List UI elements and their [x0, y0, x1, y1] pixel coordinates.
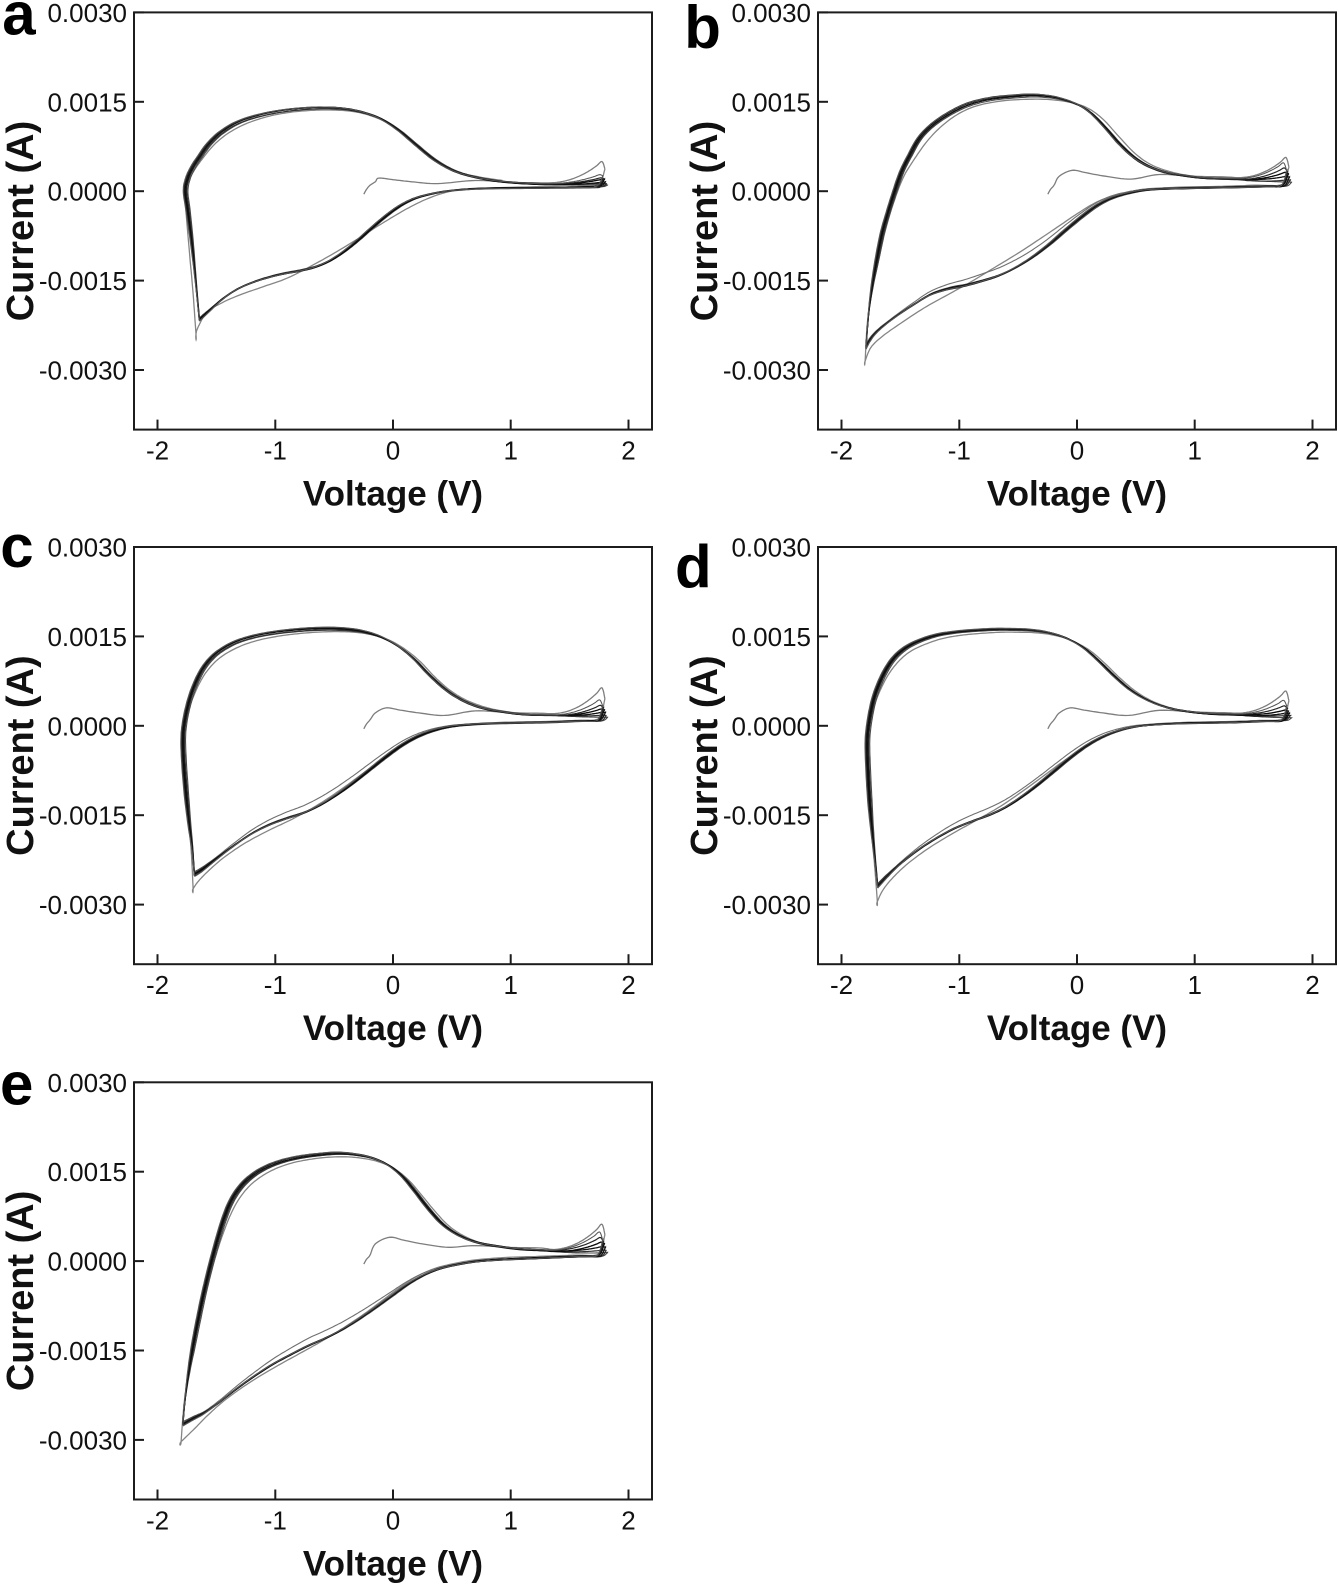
svg-text:0: 0	[386, 970, 400, 1000]
svg-text:-0.0030: -0.0030	[723, 890, 811, 920]
svg-text:-0.0030: -0.0030	[39, 356, 127, 386]
svg-text:1: 1	[1187, 970, 1201, 1000]
svg-text:0.0030: 0.0030	[47, 1068, 127, 1098]
svg-text:0.0015: 0.0015	[731, 87, 811, 117]
svg-text:1: 1	[503, 436, 517, 466]
svg-text:-1: -1	[948, 436, 971, 466]
svg-text:0.0000: 0.0000	[47, 1247, 127, 1277]
svg-text:0.0015: 0.0015	[47, 87, 127, 117]
svg-text:0: 0	[386, 436, 400, 466]
svg-text:0.0015: 0.0015	[47, 622, 127, 652]
svg-text:b: b	[684, 0, 721, 61]
svg-text:-0.0015: -0.0015	[723, 266, 811, 296]
svg-text:Current (A): Current (A)	[0, 1191, 42, 1392]
svg-text:-1: -1	[264, 1506, 287, 1536]
svg-text:Voltage (V): Voltage (V)	[987, 475, 1167, 514]
svg-text:-1: -1	[264, 970, 287, 1000]
svg-text:0: 0	[1070, 970, 1084, 1000]
svg-text:1: 1	[503, 1506, 517, 1536]
svg-text:2: 2	[621, 970, 635, 1000]
svg-text:0.0000: 0.0000	[47, 711, 127, 741]
svg-text:0.0030: 0.0030	[47, 0, 127, 28]
svg-text:-2: -2	[146, 436, 169, 466]
svg-text:-0.0015: -0.0015	[39, 1336, 127, 1366]
svg-text:2: 2	[1305, 970, 1319, 1000]
svg-text:0.0030: 0.0030	[731, 0, 811, 28]
svg-text:Current (A): Current (A)	[0, 121, 42, 322]
svg-text:a: a	[2, 0, 36, 48]
svg-text:0.0000: 0.0000	[731, 177, 811, 207]
svg-text:0.0030: 0.0030	[731, 533, 811, 563]
svg-text:0.0015: 0.0015	[47, 1157, 127, 1187]
svg-text:e: e	[0, 1051, 33, 1118]
svg-text:-2: -2	[146, 970, 169, 1000]
svg-text:Voltage (V): Voltage (V)	[303, 475, 483, 514]
svg-text:-1: -1	[948, 970, 971, 1000]
svg-text:-0.0015: -0.0015	[723, 801, 811, 831]
svg-text:d: d	[675, 534, 712, 601]
svg-text:Voltage (V): Voltage (V)	[303, 1009, 483, 1048]
svg-text:Current (A): Current (A)	[0, 655, 42, 856]
svg-text:0.0030: 0.0030	[47, 533, 127, 563]
svg-text:Current (A): Current (A)	[684, 655, 726, 856]
svg-text:0.0000: 0.0000	[731, 711, 811, 741]
svg-text:-2: -2	[830, 436, 853, 466]
svg-text:2: 2	[1305, 436, 1319, 466]
svg-text:2: 2	[621, 1506, 635, 1536]
svg-text:2: 2	[621, 436, 635, 466]
svg-text:0: 0	[1070, 436, 1084, 466]
svg-text:-0.0030: -0.0030	[723, 356, 811, 386]
svg-text:-0.0015: -0.0015	[39, 266, 127, 296]
svg-text:-2: -2	[830, 970, 853, 1000]
svg-text:1: 1	[1187, 436, 1201, 466]
svg-text:-2: -2	[146, 1506, 169, 1536]
svg-text:-0.0030: -0.0030	[39, 1425, 127, 1455]
svg-text:Voltage (V): Voltage (V)	[987, 1009, 1167, 1048]
svg-text:c: c	[0, 513, 33, 580]
svg-text:-1: -1	[264, 436, 287, 466]
svg-text:0: 0	[386, 1506, 400, 1536]
svg-text:-0.0030: -0.0030	[39, 890, 127, 920]
svg-text:Current (A): Current (A)	[684, 121, 726, 322]
svg-text:1: 1	[503, 970, 517, 1000]
svg-text:Voltage (V): Voltage (V)	[303, 1545, 483, 1584]
svg-text:-0.0015: -0.0015	[39, 801, 127, 831]
svg-text:0.0015: 0.0015	[731, 622, 811, 652]
svg-text:0.0000: 0.0000	[47, 177, 127, 207]
